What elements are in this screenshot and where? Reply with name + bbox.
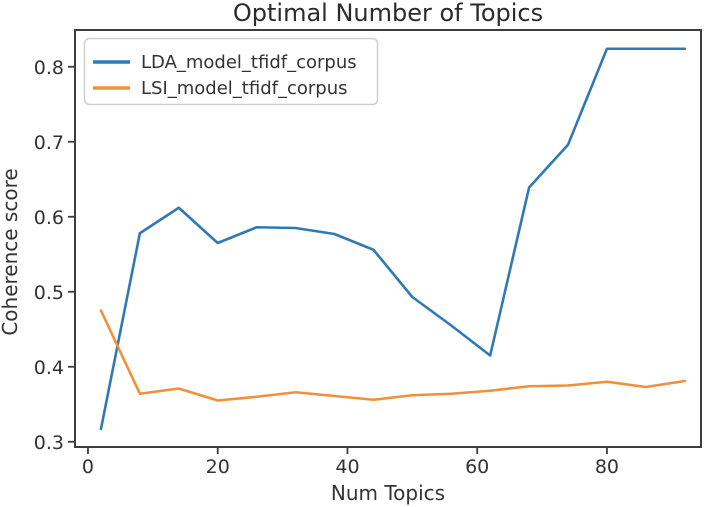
y-tick-label: 0.3	[34, 432, 64, 454]
y-tick-label: 0.7	[34, 132, 64, 154]
y-tick-label: 0.5	[34, 282, 64, 304]
legend-label-lsi: LSI_model_tfidf_corpus	[141, 78, 348, 99]
x-tick-label: 40	[335, 456, 359, 478]
series-line-lda	[99, 47, 687, 431]
y-axis-label: Coherence score	[0, 168, 22, 335]
y-tick-label: 0.4	[34, 357, 64, 379]
x-tick-label: 0	[82, 456, 94, 478]
series-line-lsi	[99, 309, 687, 402]
legend: LDA_model_tfidf_corpus LSI_model_tfidf_c…	[83, 37, 379, 106]
legend-label-lda: LDA_model_tfidf_corpus	[141, 52, 357, 73]
axes-ticks: 0 20 40 60 80 0.3 0.4 0.5 0.6 0.7 0.8	[34, 57, 619, 478]
x-tick-label: 60	[465, 456, 489, 478]
x-tick-label: 20	[206, 456, 230, 478]
y-tick-label: 0.6	[34, 207, 64, 229]
x-tick-label: 80	[595, 456, 619, 478]
legend-box	[83, 37, 379, 106]
series-lines	[99, 47, 687, 431]
plot-border	[74, 29, 702, 448]
x-axis-label: Num Topics	[331, 481, 445, 505]
y-tick-label: 0.8	[34, 57, 64, 79]
chart-title: Optimal Number of Topics	[233, 0, 543, 27]
